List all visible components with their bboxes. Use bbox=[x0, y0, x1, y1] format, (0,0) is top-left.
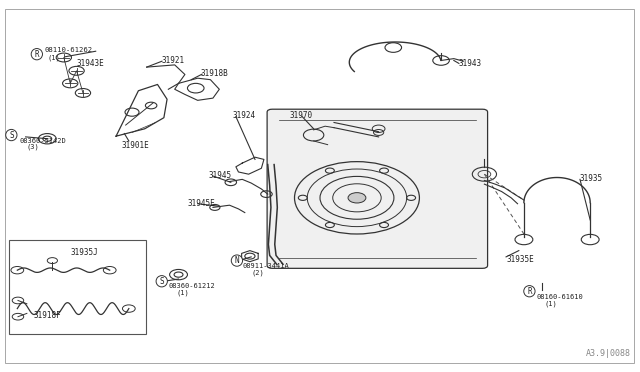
Text: 31924: 31924 bbox=[232, 110, 255, 120]
Text: 31918F: 31918F bbox=[33, 311, 61, 320]
Text: 31945: 31945 bbox=[209, 171, 232, 180]
Text: 31943E: 31943E bbox=[77, 59, 104, 68]
Text: R: R bbox=[527, 287, 532, 296]
Text: A3.9|0088: A3.9|0088 bbox=[586, 349, 631, 358]
Text: (1): (1) bbox=[177, 290, 189, 296]
Text: S: S bbox=[159, 277, 164, 286]
Bar bbox=[9, 240, 146, 334]
Text: (3): (3) bbox=[27, 144, 40, 150]
Text: 31945E: 31945E bbox=[188, 199, 215, 208]
FancyBboxPatch shape bbox=[267, 109, 488, 268]
Text: 31935E: 31935E bbox=[506, 255, 534, 264]
Text: 08360-61212: 08360-61212 bbox=[168, 283, 215, 289]
Text: 31901E: 31901E bbox=[121, 141, 149, 150]
Text: R: R bbox=[35, 50, 39, 59]
Text: 08110-61262: 08110-61262 bbox=[45, 47, 93, 53]
Text: S: S bbox=[9, 131, 13, 140]
Text: 31918B: 31918B bbox=[200, 69, 228, 78]
Text: 31935: 31935 bbox=[580, 174, 603, 183]
Text: 31943: 31943 bbox=[459, 59, 482, 68]
Circle shape bbox=[348, 193, 366, 203]
Text: N: N bbox=[235, 256, 239, 265]
Text: (2): (2) bbox=[251, 270, 264, 276]
Text: 31970: 31970 bbox=[289, 110, 312, 120]
Text: (1): (1) bbox=[47, 54, 60, 61]
Text: 08360-5142D: 08360-5142D bbox=[19, 138, 66, 144]
Text: 08160-61610: 08160-61610 bbox=[537, 294, 584, 300]
Text: 08911-3441A: 08911-3441A bbox=[243, 263, 289, 269]
Text: 31935J: 31935J bbox=[70, 248, 98, 257]
Text: (1): (1) bbox=[544, 300, 557, 307]
Text: 31921: 31921 bbox=[162, 56, 185, 65]
